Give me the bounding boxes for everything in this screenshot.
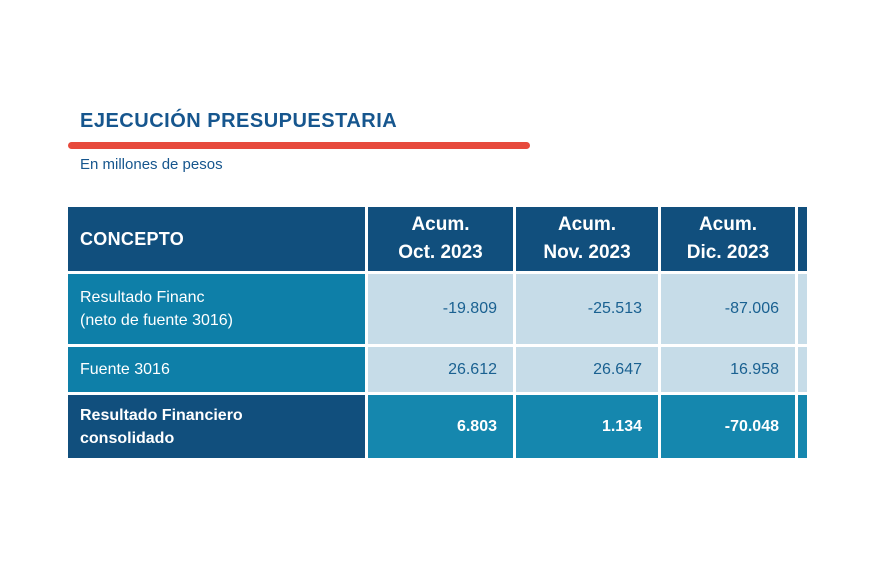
accent-strip-row1: [798, 274, 807, 344]
row-label-fuente-3016: Fuente 3016: [68, 347, 365, 392]
page-subtitle: En millones de pesos: [80, 156, 223, 173]
cell-fuente-3016-dic: 16.958: [661, 347, 795, 392]
cell-fuente-3016-oct: 26.612: [368, 347, 513, 392]
cell-resultado-financ-nov: -25.513: [516, 274, 658, 344]
title-underline-accent: [68, 142, 530, 149]
column-header-oct-2023: Acum. Oct. 2023: [368, 207, 513, 271]
accent-strip-row3: [798, 395, 807, 458]
row-label-resultado-financ-neto: Resultado Financ (neto de fuente 3016): [68, 274, 365, 344]
cell-resultado-consolidado-nov: 1.134: [516, 395, 658, 458]
column-header-concepto: CONCEPTO: [68, 207, 365, 271]
cell-resultado-consolidado-oct: 6.803: [368, 395, 513, 458]
accent-strip-header: [798, 207, 807, 271]
cell-resultado-financ-oct: -19.809: [368, 274, 513, 344]
page-title: EJECUCIÓN PRESUPUESTARIA: [80, 110, 398, 132]
cell-resultado-financ-dic: -87.006: [661, 274, 795, 344]
column-header-dic-2023: Acum. Dic. 2023: [661, 207, 795, 271]
cell-fuente-3016-nov: 26.647: [516, 347, 658, 392]
row-label-resultado-consolidado: Resultado Financiero consolidado: [68, 395, 365, 458]
budget-execution-table: CONCEPTO Acum. Oct. 2023 Acum. Nov. 2023…: [68, 207, 807, 458]
cell-resultado-consolidado-dic: -70.048: [661, 395, 795, 458]
column-header-nov-2023: Acum. Nov. 2023: [516, 207, 658, 271]
accent-strip-row2: [798, 347, 807, 392]
